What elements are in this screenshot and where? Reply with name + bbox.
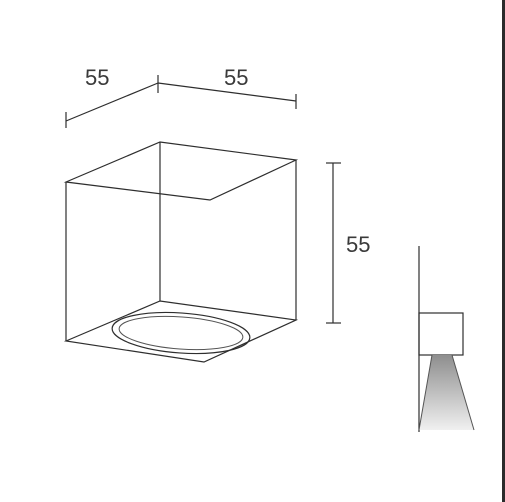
dimension-height-label: 55 [346, 232, 370, 257]
dimension-height: 55 [326, 162, 370, 324]
lens-outer-ring [111, 311, 251, 355]
light-beam [419, 355, 474, 430]
dimension-width-right-label: 55 [224, 65, 248, 90]
side-view-wall-mount [418, 246, 475, 432]
dimension-width-right: 55 [157, 65, 297, 109]
lens-inner-ring [118, 315, 244, 351]
dimension-width-left-label: 55 [85, 65, 109, 90]
side-view-housing [418, 312, 464, 356]
dimension-width-left: 55 [65, 65, 159, 128]
page-right-border [502, 0, 505, 502]
cube-luminaire [63, 141, 299, 363]
